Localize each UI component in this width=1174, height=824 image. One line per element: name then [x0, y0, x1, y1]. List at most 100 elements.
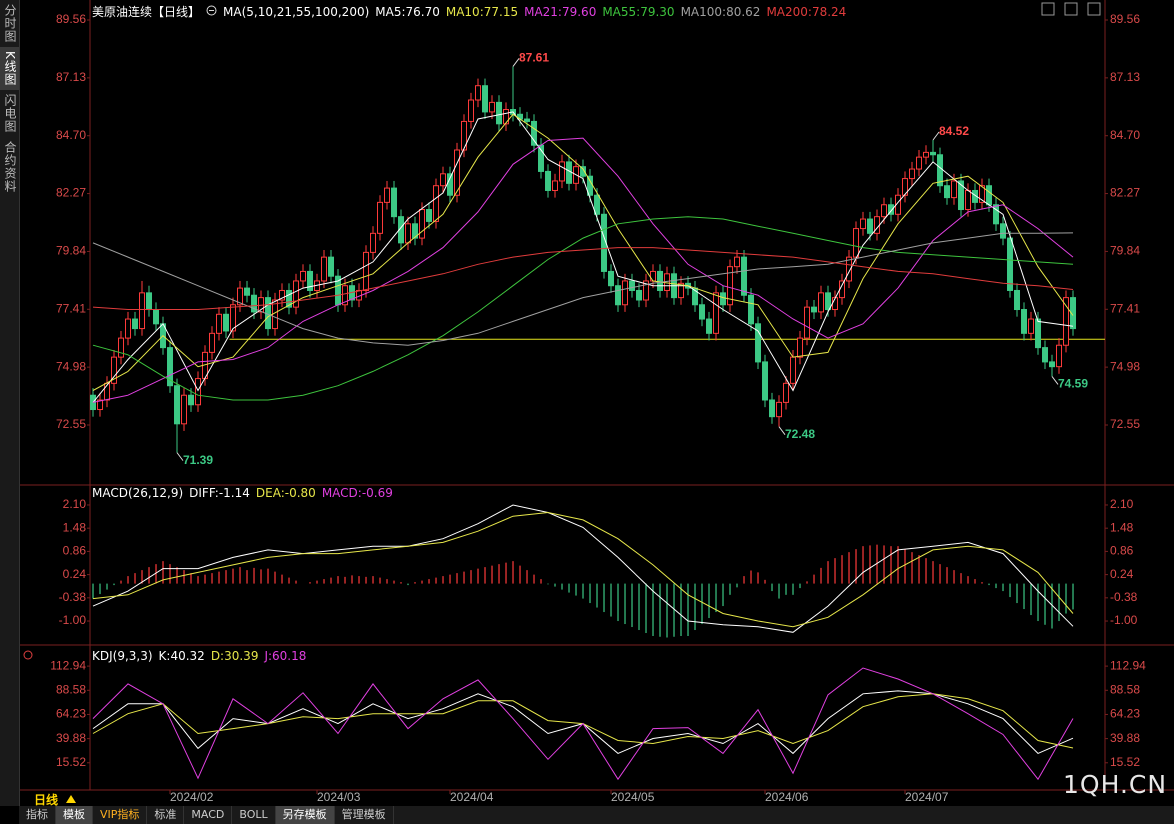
candle-body — [608, 270, 615, 287]
candle-body — [251, 294, 258, 313]
tab[interactable]: VIP指标 — [93, 806, 148, 824]
x-tick-label: 2024/06 — [765, 790, 809, 804]
candle-body — [615, 285, 622, 306]
legend-entry: K:40.32 — [158, 649, 205, 663]
tab[interactable]: 管理模板 — [335, 806, 394, 824]
candle-body — [139, 292, 146, 330]
legend-entry: MA55:79.30 — [602, 4, 675, 19]
y-tick-label: 112.94 — [50, 658, 86, 672]
y-tick-label: 0.86 — [63, 544, 87, 558]
candle-body — [559, 161, 566, 182]
tab[interactable]: 另存模板 — [275, 806, 335, 824]
candle-body — [916, 156, 923, 170]
candle-body — [433, 185, 440, 222]
kdj-line — [92, 667, 1074, 781]
y-tick-label: 87.13 — [56, 70, 86, 84]
y-tick-label: -1.00 — [59, 613, 87, 627]
candle-body — [699, 304, 706, 320]
period-arrow[interactable] — [66, 795, 76, 803]
tab[interactable]: 模板 — [56, 806, 93, 824]
y-tick-label: 89.56 — [56, 12, 86, 26]
sidebar-tab[interactable]: 闪电图 — [3, 93, 17, 133]
candle-body — [482, 85, 489, 113]
icon-zoom[interactable] — [1041, 2, 1055, 16]
x-tick-label: 2024/02 — [170, 790, 214, 804]
y-tick-label: 0.86 — [1110, 544, 1134, 558]
candle-body — [797, 337, 804, 358]
kdj-icon[interactable] — [23, 650, 33, 660]
candle-body — [461, 120, 468, 151]
candle-body — [454, 149, 461, 196]
y-tick-label: 2.10 — [63, 497, 87, 511]
y-tick-label: 88.58 — [1110, 682, 1140, 696]
icon-fit[interactable] — [1064, 2, 1078, 16]
sidebar-tab[interactable]: 分时图 — [3, 4, 17, 43]
period-button[interactable]: 日线 — [34, 793, 59, 807]
y-tick-label: -0.38 — [59, 590, 87, 604]
candle-body — [223, 313, 230, 332]
y-tick-label: 0.24 — [1110, 567, 1134, 581]
y-tick-label: 79.84 — [1110, 244, 1140, 258]
x-tick-label: 2024/03 — [317, 790, 361, 804]
y-tick-label: 0.24 — [63, 567, 87, 581]
y-tick-label: 112.94 — [1110, 658, 1146, 672]
candle-body — [804, 306, 811, 339]
sidebar-tab[interactable]: 合约资料 — [3, 140, 17, 193]
tab[interactable]: 标准 — [147, 806, 185, 824]
collapse-icon[interactable] — [206, 5, 217, 19]
candle-body — [1056, 344, 1063, 368]
extreme-marker — [932, 131, 940, 141]
candle-body — [1007, 237, 1014, 291]
candle-body — [195, 378, 202, 406]
candle-body — [188, 394, 195, 406]
legend: MACD(26,12,9) DIFF:-1.14 DEA:-0.80 MACD:-0.… — [92, 486, 393, 500]
candle-body — [629, 280, 636, 291]
tab[interactable]: MACD — [184, 806, 233, 824]
candle-body — [181, 394, 188, 425]
candle-body — [643, 280, 650, 301]
y-tick-label: 1.48 — [1110, 520, 1134, 534]
legend-entry: MA10:77.15 — [445, 4, 519, 19]
candle-body — [370, 232, 377, 253]
candle-body — [1014, 289, 1021, 311]
candle-body — [412, 223, 419, 239]
candle-body — [1021, 309, 1028, 334]
x-tick-label: 2024/05 — [611, 790, 655, 804]
legend-entry: MA21:79.60 — [524, 4, 597, 19]
ma-line — [92, 111, 1074, 403]
candle-body — [860, 218, 867, 230]
y-tick-label: 15.52 — [1110, 755, 1140, 769]
extreme-label: 71.39 — [183, 453, 213, 467]
panel: 2.10 2.10 1.48 1.48 0.86 0.86 0.24 0.24 -0.38 -0.… — [59, 497, 1138, 638]
candle-body — [1049, 361, 1056, 368]
tab[interactable]: 指标 — [19, 806, 56, 824]
candle-body — [398, 216, 405, 244]
candle-body — [1028, 318, 1035, 334]
candle-body — [1063, 297, 1070, 346]
candle-body — [440, 173, 447, 187]
panel: 89.56 89.56 87.13 87.13 84.70 84.70 82.27 82.27… — [56, 12, 1140, 804]
y-tick-label: 39.88 — [56, 731, 86, 745]
x-tick-label: 2024/07 — [905, 790, 949, 804]
y-tick-label: 64.23 — [1110, 707, 1140, 721]
candle-body — [552, 180, 559, 191]
legend-entry: MA5:76.70 — [375, 4, 440, 19]
candle-body — [720, 292, 727, 306]
candle-body — [153, 309, 160, 325]
candle-body — [566, 161, 573, 184]
icon[interactable] — [206, 5, 217, 16]
sidebar-tab[interactable]: K线图 — [0, 47, 19, 90]
candle-body — [818, 292, 825, 313]
tab[interactable]: BOLL — [232, 806, 276, 824]
y-tick-label: 82.27 — [56, 186, 86, 200]
candle-body — [825, 292, 832, 311]
candle-body — [293, 280, 300, 308]
candle-body — [503, 109, 510, 125]
y-tick-label: 15.52 — [56, 755, 86, 769]
candle-body — [846, 256, 853, 282]
icon-settings[interactable] — [1087, 2, 1101, 16]
legend-entry: D:30.39 — [210, 649, 259, 663]
extreme-label: 72.48 — [785, 427, 815, 441]
candle-body — [111, 356, 118, 384]
